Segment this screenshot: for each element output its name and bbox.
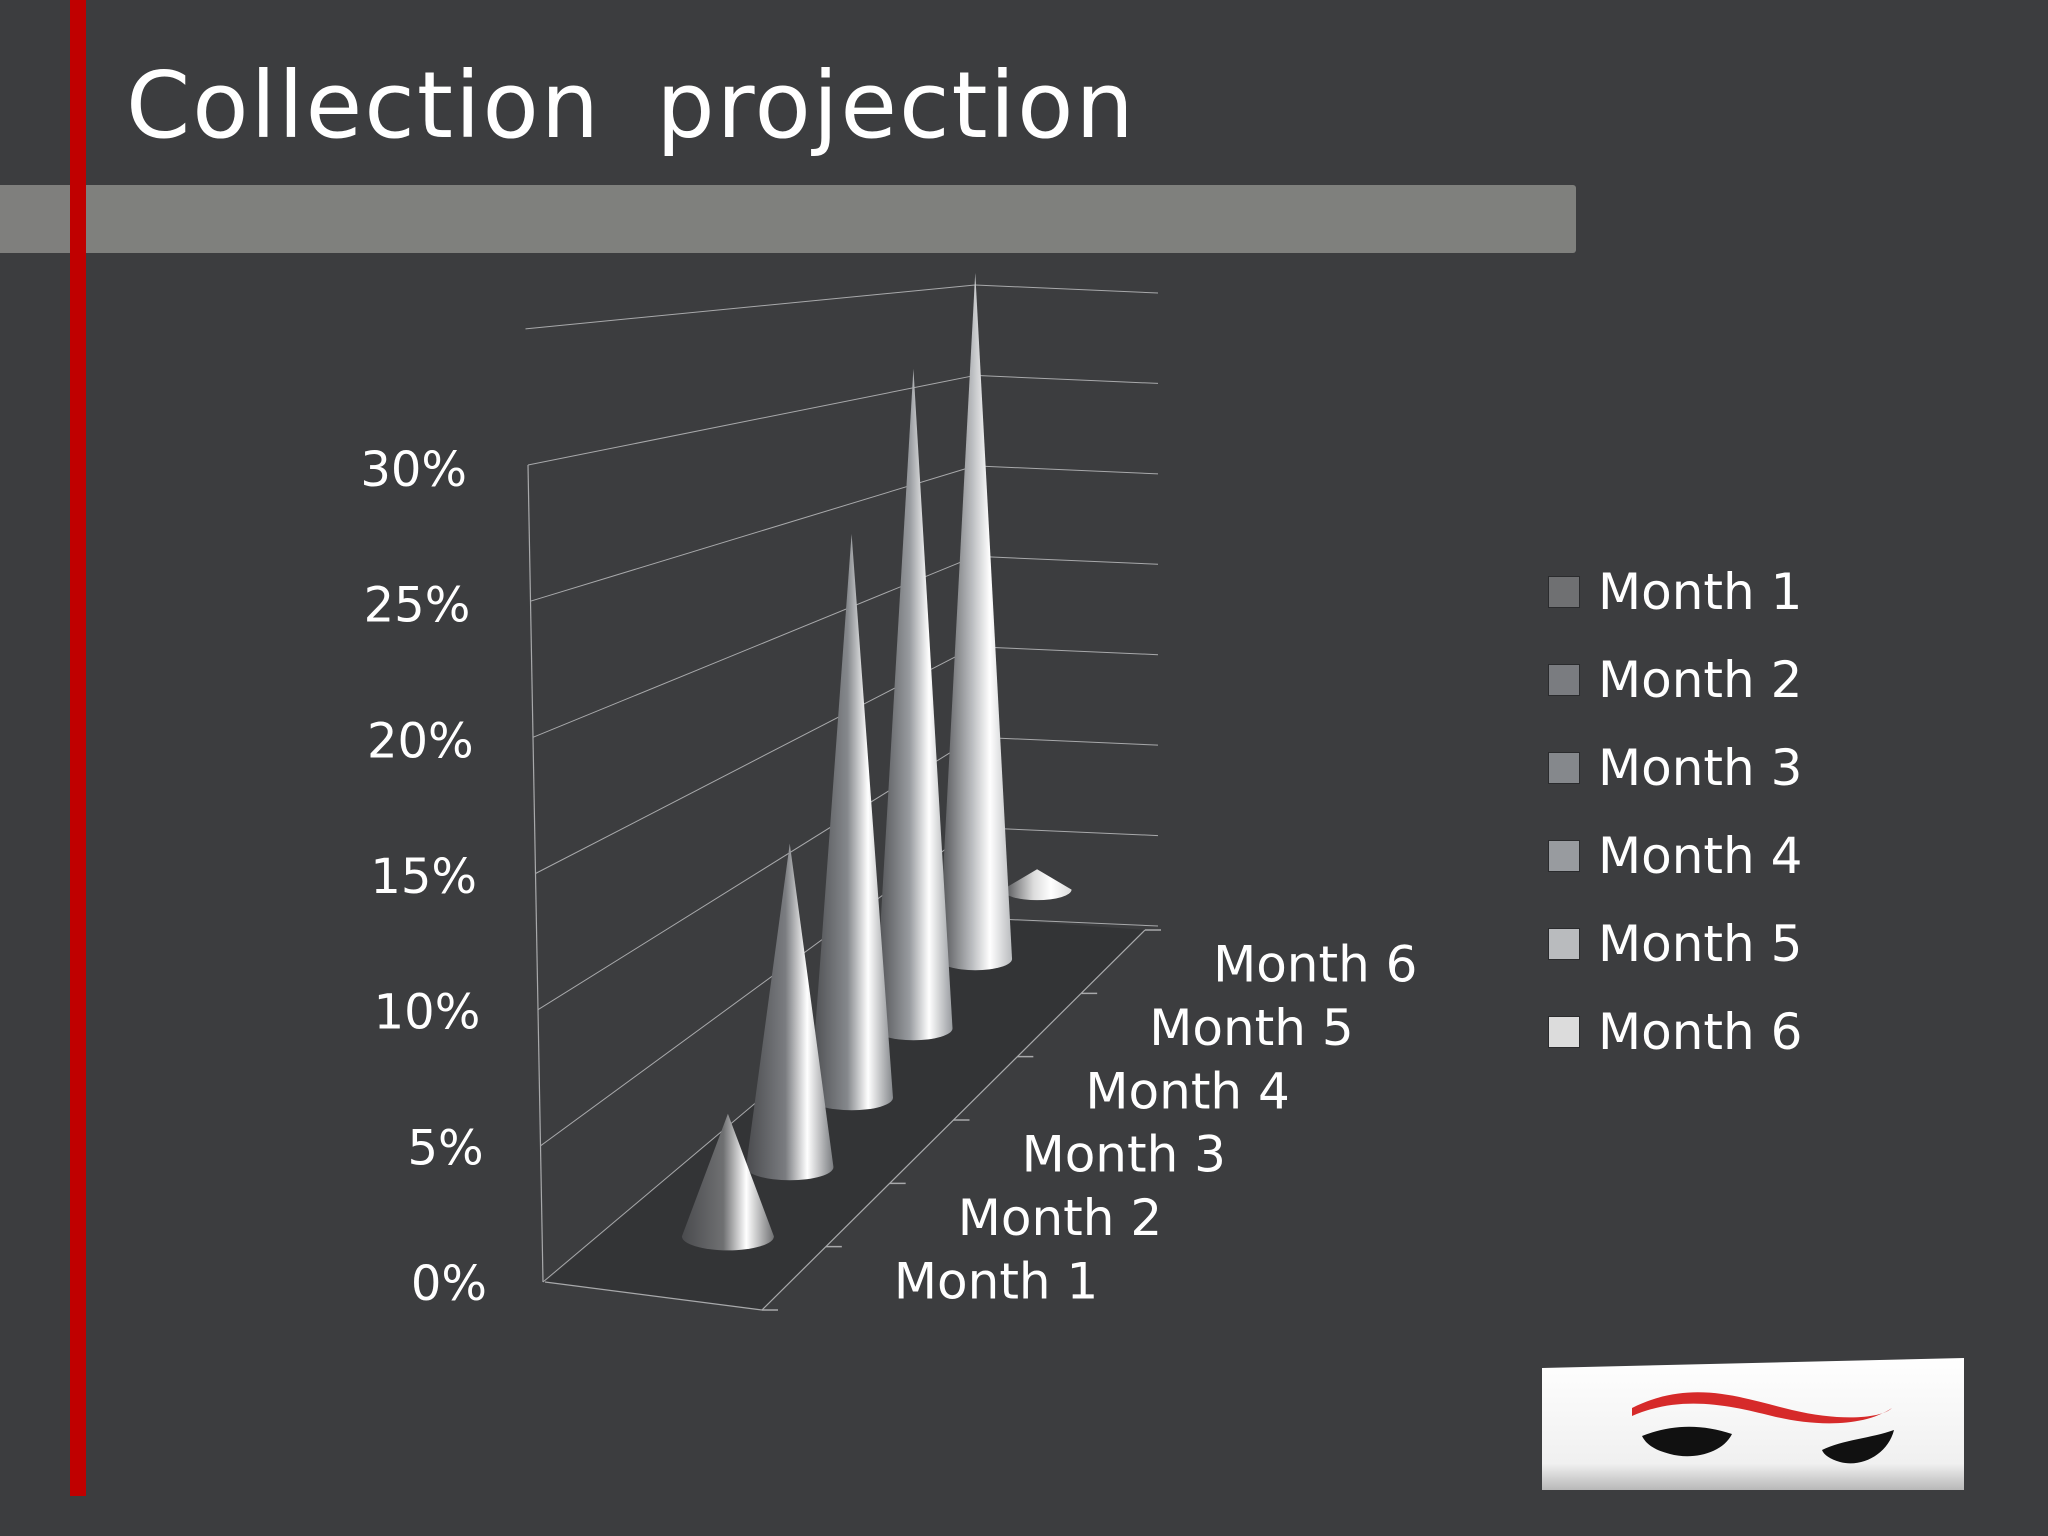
legend-swatch [1548,928,1580,960]
legend-label: Month 3 [1598,739,1803,797]
legend-label: Month 4 [1598,827,1803,885]
cone-shape [681,1113,774,1251]
company-logo [1542,1358,1964,1490]
accent-red-bar [70,0,86,1496]
chart-legend: Month 1 Month 2 Month 3 Month 4 Month 5 Month… [1548,548,1802,1076]
legend-label: Month 1 [1598,563,1803,621]
y-axis-tick-labels: 0% 5% 10% 15% 20% 25% 30% [360,442,487,1312]
cone-bar [810,533,893,1111]
gridline-left-wall [530,465,976,602]
legend-swatch [1548,664,1580,696]
cone-shape [746,843,834,1181]
gridline-back-wall [974,736,1159,746]
cone-shape [810,533,893,1111]
gridline-back-wall [974,555,1159,565]
cone-bar [746,843,834,1181]
legend-item: Month 4 [1548,812,1802,900]
y-tick-label: 0% [411,1256,487,1312]
cone-bar [1002,869,1072,901]
cone-bar [681,1113,774,1251]
x-tick-label: Month 4 [1085,1062,1289,1120]
y-tick-label: 20% [367,713,474,769]
legend-item: Month 3 [1548,724,1802,812]
legend-swatch [1548,840,1580,872]
gridline-back-wall [974,465,1159,475]
slide-title: Collection projection [126,52,1136,159]
y-tick-label: 25% [364,578,471,634]
x-tick-label: Month 1 [894,1252,1098,1310]
y-tick-label: 5% [408,1120,484,1176]
title-band [86,185,1576,253]
legend-item: Month 6 [1548,988,1802,1076]
legend-swatch [1548,1016,1580,1048]
gridline-back-wall [974,284,1159,294]
legend-label: Month 6 [1598,1003,1803,1061]
gridline-back-wall [974,827,1159,837]
cone-shape [1002,869,1072,901]
y-tick-label: 10% [374,985,481,1041]
cone-shape [874,368,953,1041]
legend-label: Month 2 [1598,651,1803,709]
cone-bar [874,368,953,1041]
legend-item: Month 5 [1548,900,1802,988]
floor-front-edge [544,1281,763,1311]
x-tick-label: Month 2 [958,1189,1162,1247]
gridline-back-wall [974,374,1159,384]
x-tick-label: Month 5 [1149,999,1353,1057]
chart-cones [681,272,1072,1251]
gridline-left-wall [527,374,976,466]
cone-bar [938,272,1013,971]
legend-item: Month 2 [1548,636,1802,724]
x-tick-label: Month 6 [1213,936,1417,994]
legend-item: Month 1 [1548,548,1802,636]
y-tick-label: 15% [370,849,477,905]
legend-swatch [1548,576,1580,608]
y-tick-label: 30% [360,442,467,498]
x-tick-label: Month 3 [1022,1126,1226,1184]
legend-label: Month 5 [1598,915,1803,973]
gridline-back-wall [974,646,1159,656]
gridline-left-wall [525,284,976,330]
title-band-left [0,185,70,253]
cone-shape [938,272,1013,971]
legend-swatch [1548,752,1580,784]
